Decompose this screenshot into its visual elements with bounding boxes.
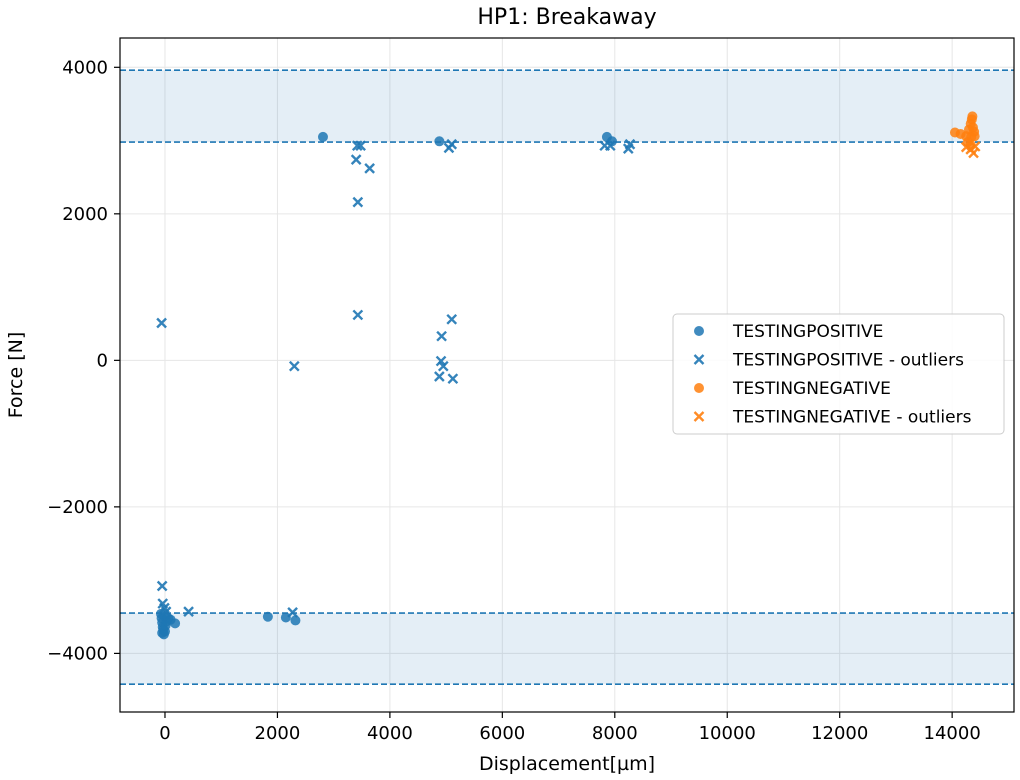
outlier-point — [287, 607, 298, 618]
y-tick-label: 2000 — [62, 204, 108, 225]
data-point — [434, 136, 445, 147]
series-3 — [960, 141, 981, 159]
outlier-point — [434, 371, 445, 382]
x-axis-label: Displacement[µm] — [479, 753, 655, 775]
legend-label: TESTINGNEGATIVE - outliers — [732, 408, 972, 428]
legend-marker — [694, 326, 704, 336]
legend-box — [672, 313, 1005, 435]
data-point — [967, 111, 978, 122]
legend-label: TESTINGNEGATIVE — [732, 379, 891, 399]
outlier-point — [969, 141, 981, 152]
threshold-band — [120, 70, 1014, 143]
outlier-point — [446, 313, 458, 325]
x-tick-label: 12000 — [811, 723, 868, 744]
x-tick-label: 2000 — [255, 723, 301, 744]
y-tick-label: −2000 — [47, 497, 108, 518]
x-tick-label: 0 — [159, 723, 170, 744]
outlier-point — [604, 140, 616, 152]
series-0 — [156, 131, 617, 640]
outlier-point — [288, 360, 300, 372]
plot-area — [120, 38, 1014, 712]
outlier-point — [156, 317, 167, 329]
outlier-point — [364, 163, 375, 174]
outlier-point — [351, 140, 363, 152]
x-tick-label: 10000 — [699, 723, 756, 744]
outlier-point — [183, 606, 194, 617]
x-tick-label: 6000 — [479, 723, 525, 744]
y-tick-label: −4000 — [47, 643, 108, 664]
legend: TESTINGPOSITIVE TESTINGPOSITIVE - outlier… — [672, 313, 1005, 435]
x-tick-label: 8000 — [592, 723, 638, 744]
threshold-band — [120, 613, 1014, 685]
data-point — [262, 611, 273, 622]
legend-marker — [693, 354, 705, 365]
outlier-point — [352, 196, 364, 208]
plot-frame — [119, 37, 1015, 713]
outlier-point — [350, 154, 362, 165]
y-tick-label: 0 — [97, 350, 108, 371]
legend-label: TESTINGPOSITIVE — [732, 322, 883, 342]
outlier-point — [160, 606, 172, 617]
data-point — [969, 131, 980, 142]
outlier-point — [352, 309, 364, 321]
x-tick-label: 4000 — [367, 723, 413, 744]
series-1 — [156, 138, 636, 618]
outlier-point — [447, 373, 459, 385]
data-point — [317, 131, 328, 142]
legend-marker — [694, 383, 704, 393]
legend-label: TESTINGPOSITIVE - outliers — [732, 351, 964, 371]
chart-title: HP1: Breakaway — [477, 5, 656, 30]
axis-ticks: 0 2000 4000 6000 8000 10000 12000 14000 −4000 −20… — [47, 57, 981, 744]
outlier-point — [437, 360, 449, 372]
legend-marker — [693, 411, 705, 422]
data-point — [170, 618, 181, 629]
series-2 — [949, 111, 980, 150]
outlier-point — [156, 580, 168, 592]
outlier-point — [446, 138, 458, 150]
y-axis-label: Force [N] — [5, 332, 27, 418]
outlier-point — [355, 140, 366, 152]
data-point — [290, 615, 301, 626]
x-tick-label: 14000 — [924, 723, 981, 744]
outlier-point — [624, 138, 636, 150]
y-tick-label: 4000 — [62, 57, 108, 78]
outlier-point — [436, 330, 447, 342]
